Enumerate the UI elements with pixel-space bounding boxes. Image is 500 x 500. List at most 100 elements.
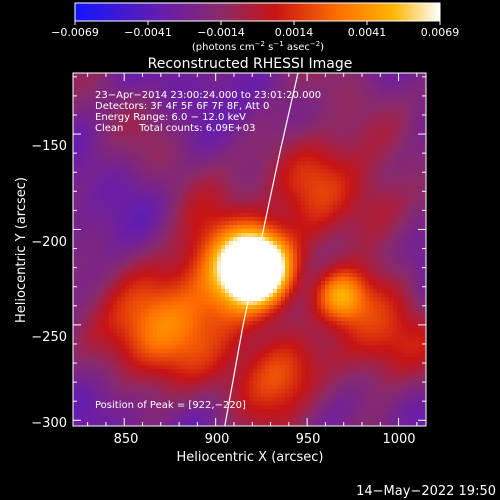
heatmap-cell (221, 81, 226, 86)
heatmap-cell (181, 133, 186, 138)
heatmap-cell (97, 397, 102, 402)
heatmap-cell (157, 213, 162, 218)
heatmap-cell (93, 117, 98, 122)
heatmap-cell (169, 277, 174, 282)
heatmap-cell (117, 81, 122, 86)
heatmap-cell (197, 329, 202, 334)
heatmap-cell (237, 117, 242, 122)
heatmap-cell (109, 369, 114, 374)
heatmap-cell (137, 361, 142, 366)
heatmap-cell (149, 165, 154, 170)
heatmap-cell (105, 237, 110, 242)
heatmap-cell (229, 121, 234, 126)
heatmap-cell (209, 105, 214, 110)
heatmap-cell (281, 201, 286, 206)
heatmap-cell (177, 169, 182, 174)
heatmap-cell (289, 121, 294, 126)
heatmap-cell (225, 185, 230, 190)
heatmap-cell (145, 369, 150, 374)
heatmap-cell (217, 417, 222, 422)
heatmap-cell (209, 149, 214, 154)
heatmap-cell (101, 393, 106, 398)
heatmap-cell (225, 101, 230, 106)
heatmap-cell (73, 97, 78, 102)
heatmap-cell (293, 309, 298, 314)
heatmap-cell (265, 281, 270, 286)
heatmap-cell (153, 309, 158, 314)
heatmap-cell (89, 205, 94, 210)
heatmap-cell (101, 217, 106, 222)
heatmap-cell (157, 193, 162, 198)
heatmap-cell (281, 373, 286, 378)
heatmap-cell (117, 297, 122, 302)
heatmap-cell (213, 361, 218, 366)
heatmap-cell (197, 113, 202, 118)
heatmap-cell (229, 281, 234, 286)
heatmap-cell (125, 197, 130, 202)
heatmap-cell (141, 81, 146, 86)
heatmap-cell (225, 205, 230, 210)
heatmap-cell (105, 293, 110, 298)
heatmap-cell (133, 105, 138, 110)
heatmap-cell (285, 101, 290, 106)
heatmap-cell (185, 241, 190, 246)
heatmap-cell (113, 101, 118, 106)
heatmap-cell (289, 217, 294, 222)
heatmap-cell (281, 185, 286, 190)
heatmap-cell (225, 381, 230, 386)
heatmap-cell (189, 325, 194, 330)
heatmap-cell (181, 309, 186, 314)
heatmap-cell (229, 193, 234, 198)
heatmap-cell (105, 89, 110, 94)
heatmap-cell (261, 249, 266, 254)
heatmap-cell (141, 337, 146, 342)
heatmap-cell (281, 337, 286, 342)
heatmap-cell (157, 309, 162, 314)
heatmap-cell (157, 181, 162, 186)
heatmap-cell (273, 337, 278, 342)
heatmap-cell (269, 213, 274, 218)
heatmap-cell (117, 73, 122, 78)
heatmap-cell (241, 249, 246, 254)
heatmap-cell (269, 205, 274, 210)
heatmap-cell (261, 201, 266, 206)
heatmap-cell (225, 173, 230, 178)
heatmap-cell (221, 217, 226, 222)
heatmap-cell (105, 77, 110, 82)
heatmap-cell (237, 113, 242, 118)
heatmap-cell (141, 249, 146, 254)
heatmap-cell (177, 165, 182, 170)
heatmap-cell (145, 421, 150, 426)
heatmap-cell (257, 121, 262, 126)
heatmap-cell (173, 261, 178, 266)
heatmap-cell (261, 317, 266, 322)
heatmap-cell (241, 145, 246, 150)
heatmap-cell (193, 357, 198, 362)
heatmap-cell (101, 253, 106, 258)
heatmap-cell (221, 125, 226, 130)
heatmap-cell (145, 233, 150, 238)
heatmap-cell (129, 113, 134, 118)
heatmap-cell (129, 345, 134, 350)
heatmap-cell (201, 253, 206, 258)
heatmap-cell (117, 325, 122, 330)
heatmap-cell (109, 149, 114, 154)
heatmap-cell (189, 333, 194, 338)
heatmap-cell (93, 349, 98, 354)
heatmap-cell (129, 149, 134, 154)
heatmap-cell (213, 341, 218, 346)
heatmap-cell (269, 141, 274, 146)
heatmap-cell (149, 161, 154, 166)
heatmap-cell (277, 385, 282, 390)
heatmap-cell (73, 421, 78, 426)
heatmap-cell (117, 317, 122, 322)
heatmap-cell (261, 117, 266, 122)
heatmap-cell (273, 269, 278, 274)
heatmap-cell (101, 317, 106, 322)
heatmap-cell (189, 313, 194, 318)
heatmap-cell (165, 265, 170, 270)
heatmap-cell (97, 109, 102, 114)
heatmap-cell (97, 205, 102, 210)
heatmap-cell (109, 105, 114, 110)
